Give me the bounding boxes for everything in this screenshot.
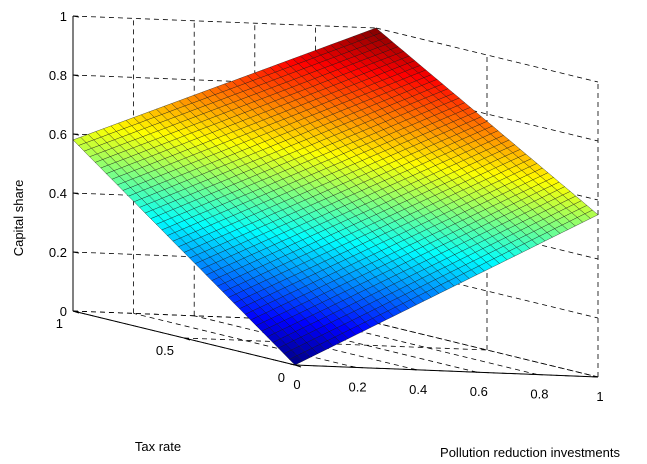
x-tick-mark	[350, 365, 356, 368]
z-tick-mark	[72, 133, 80, 136]
y-tick-mark	[183, 337, 191, 341]
grid-line	[133, 313, 356, 368]
z-tick-mark	[72, 192, 80, 195]
z-tick-label: 0	[60, 304, 67, 319]
z-tick-label: 0.2	[49, 245, 67, 260]
z-axis-label: Capital share	[11, 180, 26, 257]
axes	[72, 15, 599, 378]
x-axis-label: Pollution reduction investments	[440, 445, 620, 460]
x-tick-mark	[592, 375, 599, 378]
y-tick-label: 0.5	[156, 343, 174, 358]
x-tick-label: 1	[596, 389, 603, 404]
grid-line	[375, 322, 599, 378]
x-tick-label: 0	[293, 377, 300, 392]
x-tick-mark	[532, 373, 538, 376]
z-tick-label: 1	[60, 9, 67, 24]
x-tick-label: 0.8	[530, 387, 548, 402]
y-tick-mark	[294, 364, 302, 368]
z-tick-mark	[72, 74, 80, 77]
z-tick-label: 0.8	[49, 68, 67, 83]
grid-line	[375, 27, 599, 83]
grid-line	[194, 315, 417, 371]
grid-line	[183, 337, 488, 351]
z-tick-label: 0.4	[49, 186, 67, 201]
x-tick-label: 0.4	[409, 382, 427, 397]
z-tick-label: 0.6	[49, 127, 67, 142]
y-tick-label: 1	[56, 316, 63, 331]
y-tick-label: 0	[278, 370, 285, 385]
z-tick-mark	[72, 310, 80, 313]
x-tick-mark	[411, 368, 417, 371]
surface-patch	[289, 355, 303, 366]
z-tick-mark	[72, 15, 80, 18]
y-axis-label: Tax rate	[135, 439, 181, 454]
z-tick-mark	[72, 251, 80, 254]
x-tick-label: 0.6	[470, 384, 488, 399]
x-tick-label: 0.2	[349, 379, 367, 394]
grid-line	[72, 15, 377, 29]
x-tick-mark	[471, 370, 477, 373]
x-tick-mark	[289, 363, 296, 366]
surface	[72, 27, 599, 366]
x-axis-line	[294, 364, 599, 378]
